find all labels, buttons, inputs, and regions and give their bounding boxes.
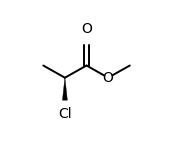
Text: O: O — [81, 22, 92, 36]
Text: Cl: Cl — [58, 107, 72, 121]
Text: O: O — [103, 71, 114, 85]
Polygon shape — [62, 78, 67, 100]
